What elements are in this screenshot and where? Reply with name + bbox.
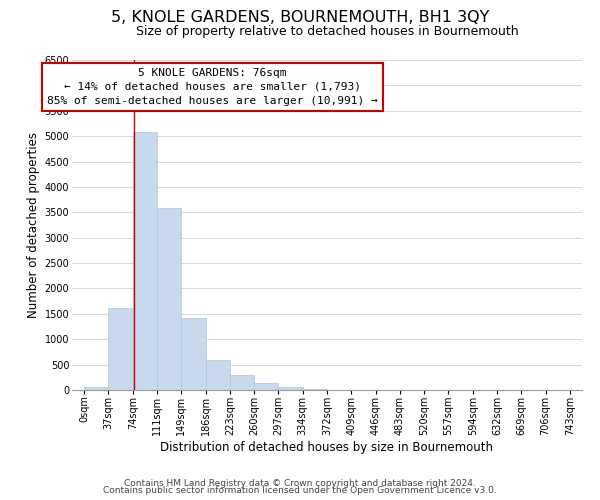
Bar xyxy=(109,308,133,390)
Bar xyxy=(254,382,278,390)
Bar xyxy=(206,360,230,390)
Bar xyxy=(133,132,157,390)
Text: 5, KNOLE GARDENS, BOURNEMOUTH, BH1 3QY: 5, KNOLE GARDENS, BOURNEMOUTH, BH1 3QY xyxy=(111,10,489,25)
Text: Contains public sector information licensed under the Open Government Licence v3: Contains public sector information licen… xyxy=(103,486,497,495)
Title: Size of property relative to detached houses in Bournemouth: Size of property relative to detached ho… xyxy=(136,25,518,38)
Bar xyxy=(84,388,109,390)
Bar xyxy=(157,208,181,390)
Bar xyxy=(230,375,254,390)
Bar xyxy=(278,387,303,390)
Text: Contains HM Land Registry data © Crown copyright and database right 2024.: Contains HM Land Registry data © Crown c… xyxy=(124,478,476,488)
Y-axis label: Number of detached properties: Number of detached properties xyxy=(28,132,40,318)
Bar xyxy=(181,318,206,390)
X-axis label: Distribution of detached houses by size in Bournemouth: Distribution of detached houses by size … xyxy=(161,440,493,454)
Text: 5 KNOLE GARDENS: 76sqm
← 14% of detached houses are smaller (1,793)
85% of semi-: 5 KNOLE GARDENS: 76sqm ← 14% of detached… xyxy=(47,68,377,106)
